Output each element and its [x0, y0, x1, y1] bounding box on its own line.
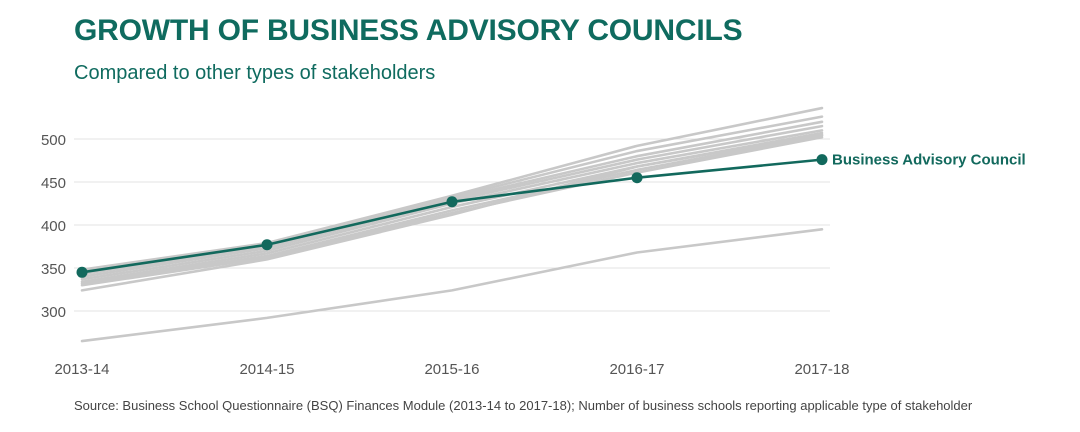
x-tick-label: 2016-17: [609, 361, 664, 378]
chart-subtitle: Compared to other types of stakeholders: [74, 62, 436, 84]
business-advisory-council-point: [816, 154, 828, 166]
x-tick-label: 2017-18: [794, 361, 849, 378]
y-tick-label: 300: [41, 304, 66, 321]
chart-title: GROWTH OF BUSINESS ADVISORY COUNCILS: [74, 14, 743, 47]
y-tick-label: 350: [41, 261, 66, 278]
y-tick-label: 400: [41, 218, 66, 235]
x-tick-label: 2015-16: [424, 361, 479, 378]
x-axis-ticks: 2013-14 2014-15 2015-16 2016-17 2017-18: [54, 361, 849, 378]
business-advisory-council-point: [261, 239, 273, 251]
other-series-line: [80, 134, 824, 285]
other-series-line: [80, 115, 824, 273]
other-series-line: [80, 106, 824, 272]
other-series-line: [80, 228, 824, 343]
business-advisory-council-point: [631, 172, 643, 184]
y-tick-label: 450: [41, 175, 66, 192]
gridlines: [74, 138, 830, 312]
other-series-line: [80, 133, 824, 292]
x-tick-label: 2013-14: [54, 361, 109, 378]
y-tick-label: 500: [41, 132, 66, 149]
series-label-business-advisory-council: Business Advisory Council: [832, 152, 1026, 169]
business-advisory-council-series: Business Advisory Council: [76, 152, 1026, 278]
source-note: Source: Business School Questionnaire (B…: [74, 398, 973, 413]
business-advisory-council-point: [76, 266, 88, 278]
other-series-line: [80, 135, 824, 287]
y-axis-ticks: 300 350 400 450 500: [41, 132, 66, 321]
business-advisory-council-point: [446, 196, 458, 208]
x-tick-label: 2014-15: [239, 361, 294, 378]
